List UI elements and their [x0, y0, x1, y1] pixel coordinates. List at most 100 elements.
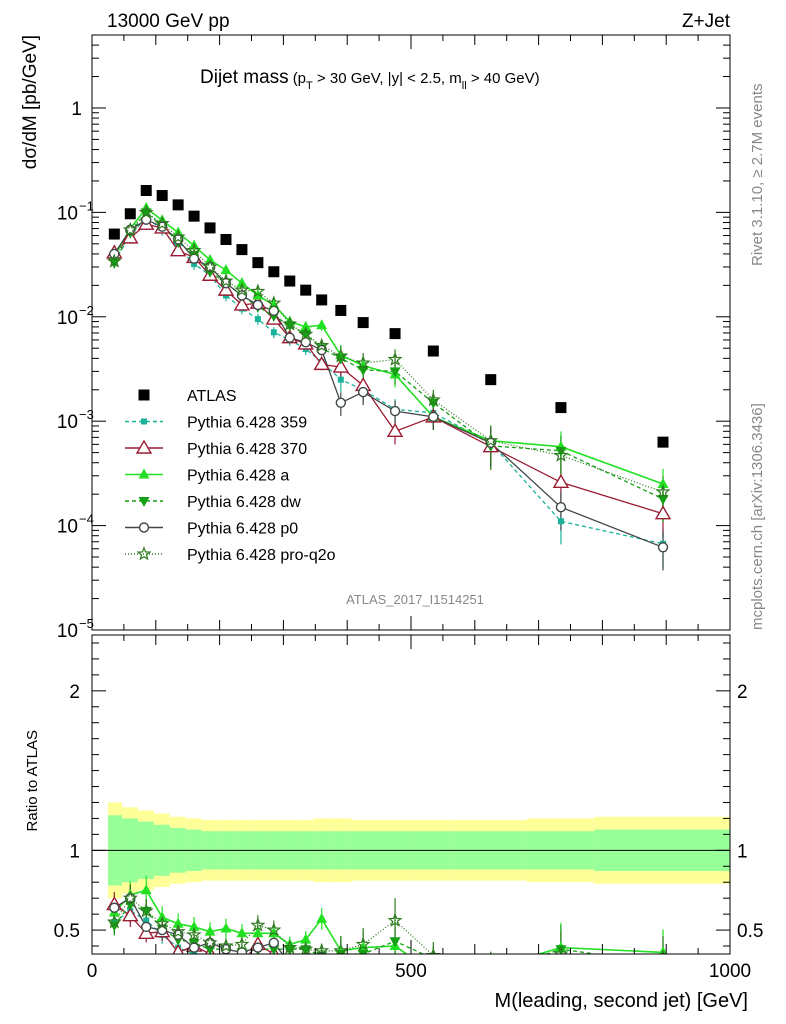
point-atlas — [204, 222, 216, 234]
ratio-point-pp0 — [336, 985, 345, 994]
point-atlas — [252, 257, 264, 269]
point-atlas — [284, 275, 296, 287]
legend-marker — [138, 497, 150, 507]
point-p359 — [254, 316, 261, 323]
ratio-point-pa — [316, 912, 328, 923]
legend-entry-p370: Pythia 6.428 370 — [125, 439, 307, 458]
ratio-point-pp0 — [359, 970, 368, 979]
ratio-point-p370 — [484, 966, 498, 978]
ratio-point-pdw — [268, 945, 280, 954]
ratio-point-pp0 — [268, 937, 280, 949]
point-p370 — [654, 505, 672, 520]
ratio-line-pa — [113, 889, 664, 954]
point-atlas — [188, 210, 200, 222]
legend-label: Pythia 6.428 370 — [187, 441, 307, 458]
ratio-point-pq2o — [250, 917, 266, 932]
ratio-point-pq2o — [106, 914, 122, 929]
ratio-point-pa — [220, 922, 232, 933]
ratio-point-pq2o — [170, 923, 186, 939]
legend-label: ATLAS — [187, 388, 237, 405]
point-atlas — [220, 233, 232, 245]
ratio-point-p370 — [554, 973, 568, 985]
point-pq2o — [553, 447, 569, 462]
point-pq2o — [234, 282, 250, 297]
point-pp0 — [389, 405, 401, 417]
ratio-point-pp0 — [285, 959, 294, 968]
y-axis-label: dσ/dM [pb/GeV] — [20, 35, 41, 169]
point-pq2o — [282, 316, 298, 331]
ratio-point-pa — [300, 933, 312, 944]
ratio-tick-label-right: 0.5 — [737, 921, 763, 942]
point-p359 — [191, 261, 198, 268]
point-pq2o — [425, 392, 441, 407]
ratio-point-p359 — [287, 964, 293, 970]
ratio-point-pa — [188, 920, 200, 931]
ratio-point-p370 — [315, 965, 329, 977]
point-atlas — [124, 208, 136, 220]
point-pq2o — [266, 295, 282, 310]
point-pa — [204, 253, 216, 264]
point-pq2o — [154, 215, 170, 231]
x-tick-label: 500 — [395, 961, 427, 982]
ratio-point-pp0 — [188, 942, 200, 953]
point-pq2o — [138, 204, 154, 219]
x-axis-label: M(leading, second jet) [GeV] — [495, 990, 748, 1012]
ratio-point-p370 — [656, 969, 670, 981]
ratio-point-pp0 — [236, 947, 248, 954]
y-tick-label: 10−3 — [57, 407, 94, 433]
ratio-tick-label: 1 — [69, 841, 80, 862]
ratio-point-p359 — [239, 964, 245, 970]
ratio-point-p359 — [303, 964, 309, 970]
ratio-point-pq2o — [266, 922, 282, 937]
point-atlas — [335, 304, 347, 316]
ratio-point-pp0 — [252, 942, 264, 953]
ratio-point-p359 — [223, 961, 229, 967]
ratio-point-p370 — [356, 963, 370, 975]
ratio-point-pp0 — [429, 969, 438, 978]
point-atlas — [555, 402, 567, 414]
ratio-point-p359 — [488, 967, 494, 973]
point-pq2o — [333, 348, 349, 363]
ratio-point-pq2o — [234, 936, 250, 951]
legend-label: Pythia 6.428 359 — [187, 415, 307, 432]
ratio-point-pq2o — [298, 941, 314, 954]
y-tick-label: 10−4 — [57, 512, 94, 538]
ratio-tick-label: 0.5 — [54, 921, 80, 942]
y-tick-label: 1 — [71, 99, 82, 120]
legend-marker — [138, 522, 150, 533]
point-pa — [236, 277, 248, 288]
ratio-point-p370 — [283, 957, 297, 969]
legend-entry-pa: Pythia 6.428 a — [125, 468, 289, 485]
ratio-point-pq2o — [154, 915, 170, 931]
ratio-point-pa — [485, 962, 496, 972]
legend-entry-pq2o: Pythia 6.428 pro-q2o — [125, 546, 336, 564]
ratio-point-pp0 — [141, 921, 152, 933]
point-pq2o — [250, 283, 266, 298]
point-atlas — [427, 345, 439, 357]
ratio-point-p370 — [122, 907, 139, 922]
point-pp0 — [357, 386, 369, 398]
legend-entry-pp0: Pythia 6.428 p0 — [125, 521, 298, 538]
ratio-point-pdw — [357, 950, 369, 954]
point-pp0 — [428, 411, 439, 423]
legend-marker — [136, 546, 152, 561]
axes: 0 500 1000 10−5 10−4 10−3 10−2 10−1 1 0.5 0.5 1 1 2 2 — [54, 34, 763, 982]
legend-label: Pythia 6.428 pro-q2o — [187, 547, 336, 564]
point-pdw — [657, 494, 669, 505]
legend-marker — [138, 389, 150, 401]
ratio-point-pdw — [389, 937, 401, 948]
legend-label: Pythia 6.428 dw — [187, 494, 301, 511]
ratio-panel-series — [106, 875, 670, 994]
point-atlas — [300, 284, 312, 296]
point-pp0 — [284, 332, 295, 343]
point-p370 — [552, 473, 570, 488]
ratio-point-pp0 — [486, 965, 495, 974]
x-tick-label: 0 — [87, 961, 98, 982]
point-atlas — [357, 317, 369, 329]
point-atlas — [236, 244, 248, 256]
point-p370 — [332, 358, 350, 373]
point-pq2o — [314, 337, 330, 352]
ratio-point-pq2o — [186, 926, 202, 942]
y-tick-label: 10−2 — [57, 303, 94, 329]
point-pq2o — [218, 273, 234, 288]
